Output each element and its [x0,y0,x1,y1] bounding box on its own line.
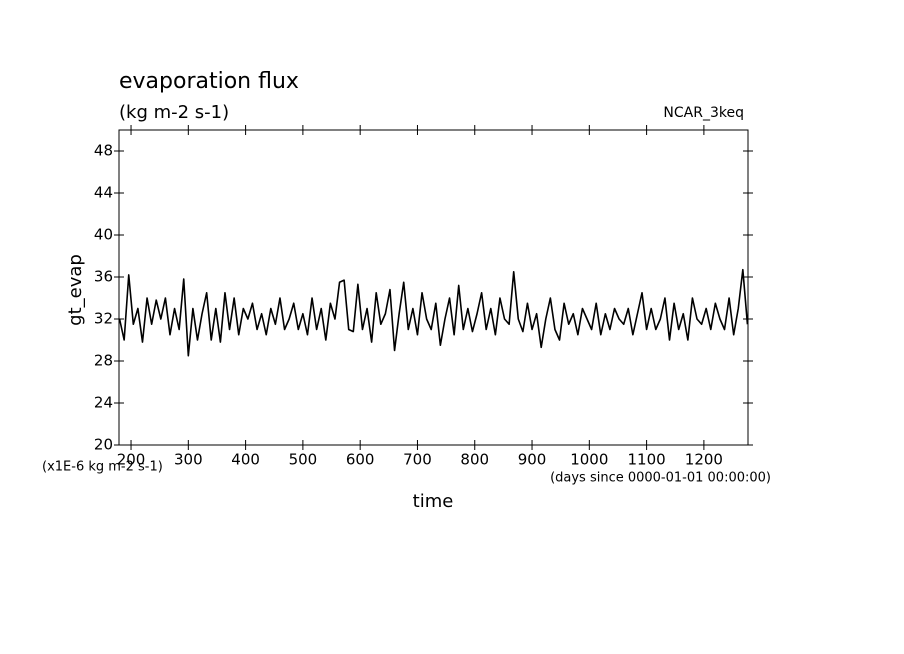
x-tick-label: 1100 [628,451,666,469]
x-tick-label: 1200 [685,451,723,469]
y-unit-note: (x1E-6 kg m-2 s-1) [42,460,163,475]
y-tick-label: 48 [94,142,113,160]
annotation: NCAR_3keq [663,105,744,121]
y-tick-label: 32 [94,310,113,328]
y-tick-label: 24 [94,394,113,412]
y-tick-label: 40 [94,226,113,244]
y-tick-label: 28 [94,352,113,370]
chart-title: evaporation flux [119,69,299,94]
y-axis-label: gt_evap [65,254,86,326]
x-tick-label: 400 [231,451,260,469]
y-tick-label: 44 [94,184,113,202]
x-tick-label: 1000 [570,451,608,469]
x-tick-label: 700 [403,451,432,469]
x-tick-label: 300 [174,451,203,469]
x-axis-label: time [413,491,454,512]
x-tick-label: 800 [460,451,489,469]
chart-subtitle: (kg m-2 s-1) [119,102,229,123]
data-line [118,268,749,357]
y-tick-label: 36 [94,268,113,286]
x-tick-label: 900 [518,451,547,469]
x-tick-label: 600 [346,451,375,469]
x-unit-note: (days since 0000-01-01 00:00:00) [550,471,771,486]
x-tick-label: 200 [117,451,146,469]
y-tick-label: 20 [94,436,113,454]
x-tick-label: 500 [289,451,318,469]
plot-frame [118,129,749,446]
